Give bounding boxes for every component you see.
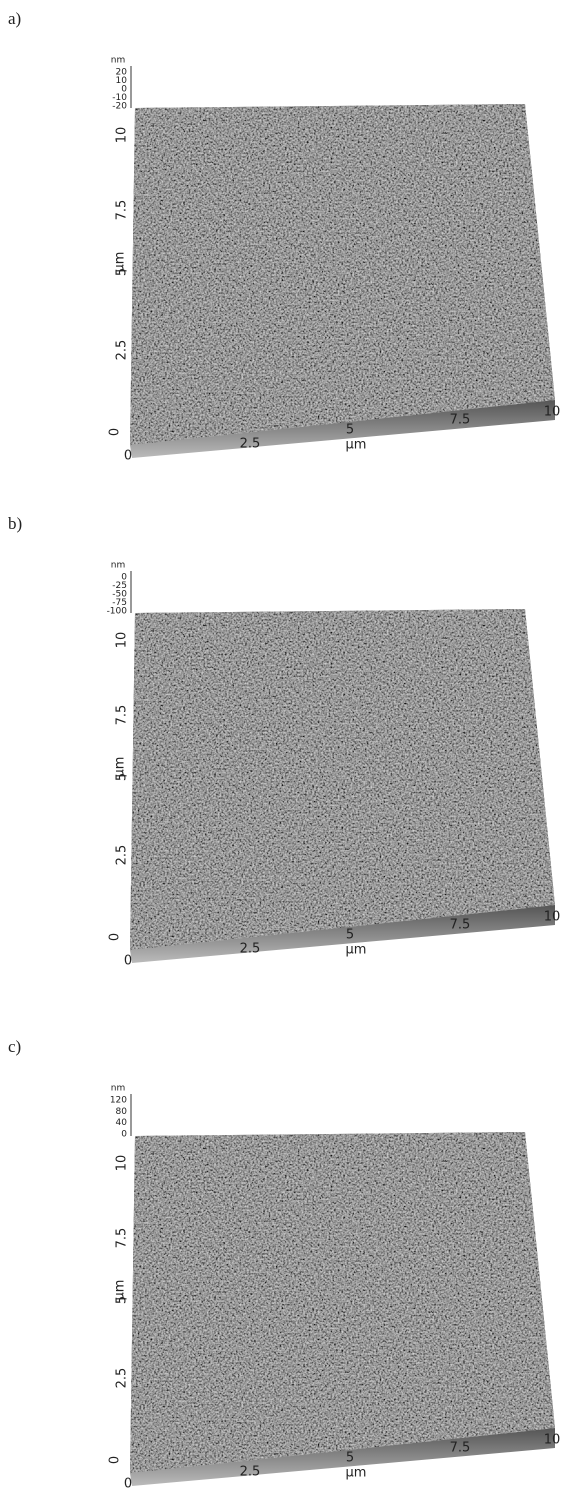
x-unit: µm [346, 1466, 367, 1481]
x-tick-label: 10 [544, 405, 561, 420]
panel-label: a) [8, 9, 21, 28]
z-tick-label: 40 [116, 1118, 128, 1128]
surface-texture [130, 104, 555, 445]
surface-texture [130, 1132, 555, 1473]
z-unit: nm [111, 561, 125, 571]
x-tick-label: 10 [544, 910, 561, 925]
x-tick-label: 5 [346, 1451, 354, 1466]
z-tick-label: -100 [107, 607, 128, 617]
z-tick-label: -20 [112, 102, 127, 112]
z-unit: nm [111, 1084, 125, 1094]
x-tick-label: 7.5 [450, 1441, 471, 1456]
surface-side [130, 1428, 555, 1486]
panel-label: b) [8, 514, 22, 533]
surface-side [130, 400, 555, 458]
x-tick-label: 5 [346, 928, 354, 943]
y-unit: µm [113, 1280, 128, 1301]
panel-label: c) [8, 1037, 21, 1056]
z-tick-label: -50 [112, 590, 127, 600]
z-tick-label: 0 [121, 1130, 127, 1140]
y-tick-label: 0 [108, 1456, 123, 1464]
z-tick-label: 0 [121, 573, 127, 583]
panel: b)nm0-25-50-75-10002.557.510µm02.557.510… [8, 514, 560, 969]
x-tick-label: 0 [124, 1477, 132, 1492]
y-tick-label: 2.5 [115, 1368, 130, 1389]
y-tick-label: 10 [115, 632, 130, 649]
x-tick-label: 0 [124, 449, 132, 464]
x-tick-label: 2.5 [240, 1465, 261, 1480]
x-tick-label: 7.5 [450, 413, 471, 428]
z-tick-label: 20 [116, 68, 128, 78]
z-tick-label: -25 [112, 581, 127, 591]
x-tick-label: 5 [346, 423, 354, 438]
x-tick-label: 2.5 [240, 437, 261, 452]
y-tick-label: 10 [115, 127, 130, 144]
z-tick-label: -10 [112, 93, 127, 103]
y-tick-label: 7.5 [115, 1228, 130, 1249]
z-tick-label: 0 [121, 85, 127, 95]
x-tick-label: 7.5 [450, 918, 471, 933]
x-unit: µm [346, 943, 367, 958]
y-tick-label: 5 [115, 773, 130, 781]
x-tick-label: 0 [124, 954, 132, 969]
y-tick-label: 5 [115, 1296, 130, 1304]
y-tick-label: 0 [108, 933, 123, 941]
x-tick-label: 2.5 [240, 942, 261, 957]
z-tick-label: -75 [112, 598, 127, 608]
x-unit: µm [346, 438, 367, 453]
z-unit: nm [111, 56, 125, 66]
surface-side [130, 905, 555, 963]
y-unit: µm [113, 757, 128, 778]
z-tick-label: 120 [110, 1096, 127, 1106]
x-tick-label: 10 [544, 1433, 561, 1448]
y-tick-label: 7.5 [115, 705, 130, 726]
y-tick-label: 7.5 [115, 200, 130, 221]
y-tick-label: 10 [115, 1155, 130, 1172]
surface-texture [130, 609, 555, 950]
z-tick-label: 10 [116, 76, 128, 86]
z-tick-label: 80 [116, 1107, 128, 1117]
y-tick-label: 0 [108, 428, 123, 436]
y-tick-label: 5 [115, 268, 130, 276]
y-tick-label: 2.5 [115, 340, 130, 361]
y-tick-label: 2.5 [115, 845, 130, 866]
y-unit: µm [113, 252, 128, 273]
